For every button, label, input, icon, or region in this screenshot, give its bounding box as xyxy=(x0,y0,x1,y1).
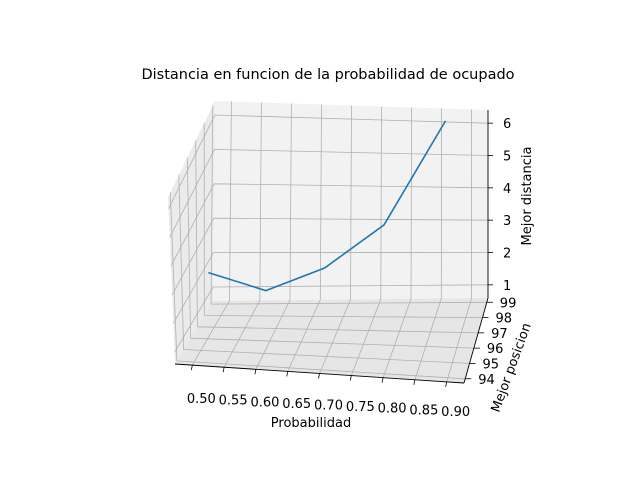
x-tick-label: 0.85 xyxy=(409,403,438,418)
z-axis-label: Mejor distancia xyxy=(520,147,535,246)
chart-title: Distancia en funcion de la probabilidad … xyxy=(141,67,514,83)
y-gridline xyxy=(203,123,483,318)
x-gridline xyxy=(350,106,382,376)
z-tick-label: 1 xyxy=(503,279,511,294)
y-axis-line xyxy=(463,297,489,384)
z-gridline xyxy=(168,114,489,209)
gridlines xyxy=(168,101,489,383)
x-tick xyxy=(190,365,193,371)
x-tick xyxy=(286,371,289,377)
y-tick-label: 95 xyxy=(483,357,500,372)
z-tick-label: 5 xyxy=(503,149,511,164)
x-tick-label: 0.65 xyxy=(282,397,311,412)
x-tick-label: 0.75 xyxy=(346,400,375,415)
axes xyxy=(174,110,493,387)
floor-pane xyxy=(175,298,488,383)
x-tick-label: 0.70 xyxy=(314,399,343,414)
x-tick-label: 0.50 xyxy=(187,392,216,407)
left-pane xyxy=(168,101,215,364)
x-tick-label: 0.80 xyxy=(378,402,407,417)
x-tick xyxy=(318,373,320,379)
x-tick xyxy=(413,379,416,385)
y-gridline xyxy=(210,105,487,305)
y-gridline xyxy=(178,174,470,364)
x-gridline xyxy=(446,109,473,383)
y-gridline xyxy=(169,192,466,380)
x-axis-label: Probabilidad xyxy=(271,416,351,431)
x-tick xyxy=(254,369,257,375)
z-gridline xyxy=(172,252,489,324)
x-tick-label: 0.90 xyxy=(441,405,470,420)
x-gridline xyxy=(414,108,443,380)
x-gridline xyxy=(319,105,352,374)
tick-labels: 0.50 0.55 0.60 0.65 0.70 0.75 0.80 0.85 0.90 9495… xyxy=(187,117,516,420)
y-tick-label: 98 xyxy=(495,312,512,327)
z-tick-label: 4 xyxy=(503,182,511,197)
z-gridline xyxy=(171,217,489,296)
x-gridline xyxy=(191,101,232,366)
x-tick-label: 0.60 xyxy=(250,395,279,410)
y-tick-label: 99 xyxy=(500,296,517,311)
z-tick-label: 2 xyxy=(503,247,511,262)
y-gridline xyxy=(186,157,474,349)
z-gridline xyxy=(174,284,489,353)
series-layer xyxy=(208,120,447,292)
z-tick-label: 6 xyxy=(503,117,511,132)
y-tick-label: 94 xyxy=(478,373,495,388)
x-tick xyxy=(222,367,225,373)
x-tick xyxy=(349,375,352,381)
y-tick-label: 97 xyxy=(491,327,508,342)
z-gridline xyxy=(169,148,489,238)
x-tick xyxy=(445,381,448,387)
z-tick-label: 3 xyxy=(503,214,511,229)
z-gridline xyxy=(170,183,489,267)
x-gridline xyxy=(287,104,322,372)
x-gridline xyxy=(255,103,292,370)
y-tick-label: 96 xyxy=(487,342,504,357)
x-tick-label: 0.55 xyxy=(219,394,248,409)
x-gridline xyxy=(223,102,262,368)
x-tick xyxy=(381,377,384,383)
plot-panes xyxy=(168,101,488,383)
y-gridline xyxy=(195,140,479,334)
x-gridline xyxy=(382,107,413,378)
